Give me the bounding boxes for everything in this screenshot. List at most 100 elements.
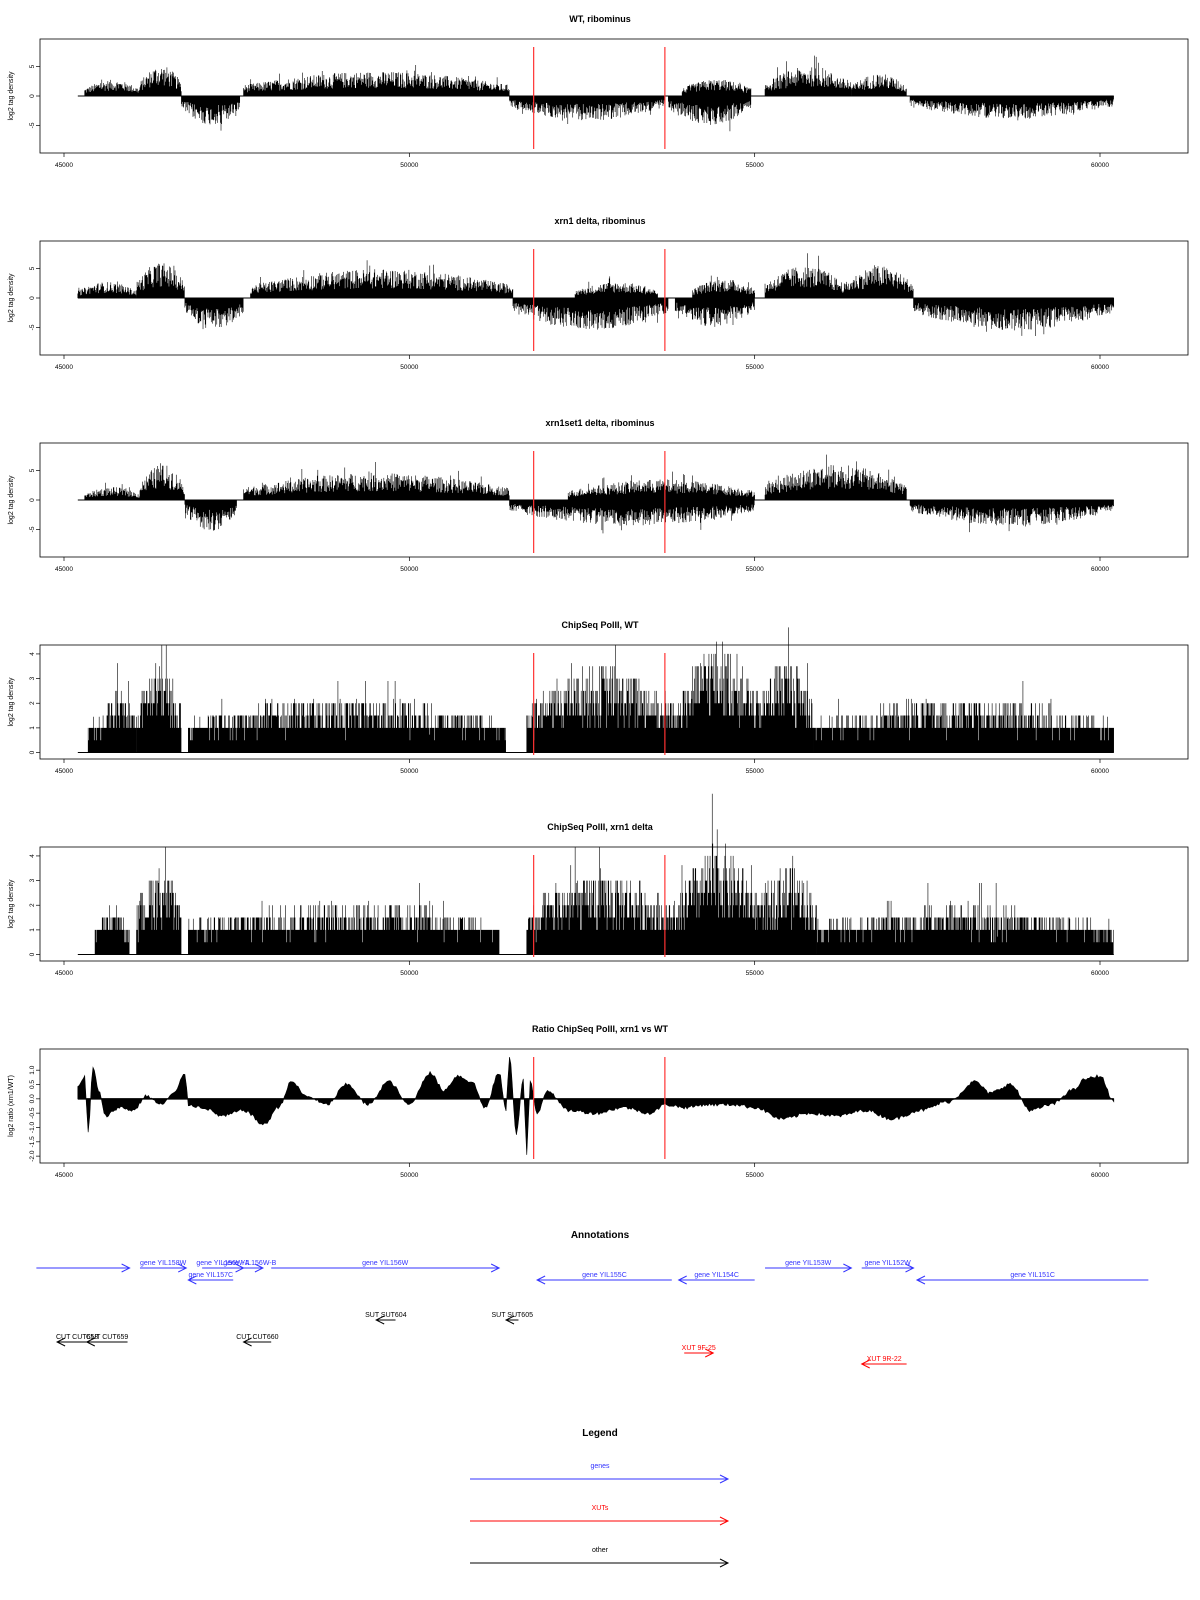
bar-segment [678, 641, 759, 753]
arrow-head [535, 1275, 546, 1285]
y-tick-label: 1 [29, 726, 36, 730]
y-tick-label: 0 [29, 296, 36, 300]
bar-segment [77, 281, 137, 298]
feature-label: CUT CUT660 [236, 1334, 278, 1341]
x-tick-label: 50000 [400, 162, 418, 169]
bar-segment [188, 883, 500, 955]
legend-arrow-other [470, 1558, 730, 1568]
gene-feature: gene YIL154C [677, 1272, 755, 1285]
gene-feature: gene YIL155C [535, 1272, 672, 1285]
bar [851, 74, 907, 96]
y-tick-label: 3 [29, 878, 36, 882]
bar-segment [674, 298, 755, 327]
bar [139, 463, 185, 500]
bar [678, 793, 759, 955]
arrow-head [254, 1263, 265, 1273]
legend-label-other: other [592, 1547, 609, 1554]
bar-segment [692, 275, 755, 298]
y-tick-label: -1.5 [29, 1136, 36, 1148]
bar [139, 67, 182, 96]
bar [509, 500, 755, 534]
feature-label: CUT CUT658 [56, 1334, 98, 1341]
track-panel: xrn1set1 delta, ribominus log2 tag densit… [8, 418, 1189, 573]
bar [678, 641, 759, 753]
x-tick-label: 55000 [746, 162, 764, 169]
y-tick-label: 2 [29, 903, 36, 907]
x-tick-label: 50000 [400, 566, 418, 573]
feature-label: gene YIL156W-B [223, 1260, 276, 1267]
bar-segment [188, 681, 506, 753]
bar [184, 298, 244, 330]
legend-label-xuts: XUTs [592, 1505, 609, 1512]
arrow-head [85, 1337, 96, 1347]
bar [574, 276, 658, 298]
gene-feature [36, 1263, 131, 1273]
x-tick-label: 50000 [400, 970, 418, 977]
xut-feature: XUT 9R-22 [860, 1356, 907, 1369]
plot-frame [39, 644, 1189, 760]
panel-title: xrn1set1 delta, ribominus [545, 418, 654, 428]
x-tick-label: 50000 [400, 1172, 418, 1179]
bar [913, 298, 1115, 336]
other-feature: CUT CUT659 [85, 1334, 128, 1347]
feature-label: XUT 9F-25 [682, 1345, 716, 1352]
y-tick-label: -0.5 [29, 1107, 36, 1119]
y-tick-label: 0 [29, 94, 36, 98]
bar [94, 905, 130, 955]
y-axis-label: log2 tag density [8, 475, 15, 525]
bar-segment [243, 65, 510, 96]
arrow-head [705, 1348, 715, 1358]
bar [757, 627, 814, 753]
bar-segment [678, 793, 759, 955]
feature-label: CUT CUT659 [86, 1334, 128, 1341]
x-tick-label: 50000 [400, 364, 418, 371]
bar-segment [813, 681, 1114, 753]
gene-feature: gene YIL156W [271, 1260, 501, 1273]
y-axis-label: log2 tag density [8, 677, 15, 727]
bar-segment [757, 855, 817, 955]
bar [136, 263, 185, 298]
y-axis-label: log2 tag density [8, 273, 15, 323]
bar-segment [764, 253, 845, 298]
y-tick-label: -5 [29, 122, 36, 128]
bar [567, 471, 755, 500]
bar-segment [136, 645, 182, 753]
bar [764, 55, 852, 96]
plot-frame [39, 1048, 1189, 1164]
bar [909, 500, 1114, 533]
track-panel: ChipSeq PolII, xrn1 delta log2 tag densit… [8, 793, 1189, 977]
bar-segment [509, 500, 755, 534]
bar-segment [913, 298, 1115, 336]
panel-title: ChipSeq PolII, WT [562, 620, 639, 630]
bar [184, 500, 237, 531]
bar [674, 298, 755, 327]
y-axis-label: log2 tag density [8, 71, 15, 121]
xut-feature: XUT 9F-25 [682, 1345, 716, 1358]
bar-segment [87, 716, 103, 753]
bar-segment [84, 79, 141, 96]
feature-label: SUT SUT605 [491, 1312, 533, 1319]
bar-segment [851, 74, 907, 96]
arrow-head [187, 1275, 197, 1285]
bar-segment [136, 263, 185, 298]
bar-segment [567, 471, 755, 500]
bar [243, 65, 510, 96]
bar [136, 645, 182, 753]
y-tick-label: -5 [29, 526, 36, 532]
bar [681, 80, 752, 96]
bar-segment [184, 500, 237, 531]
bar-segment [94, 905, 130, 955]
bar [77, 281, 137, 298]
x-tick-label: 45000 [55, 566, 73, 573]
bar [816, 883, 1114, 955]
arrow-head [905, 1263, 915, 1273]
y-tick-label: 5 [29, 266, 36, 270]
bar [512, 298, 669, 330]
panel-title: Ratio ChipSeq PolII, xrn1 vs WT [532, 1024, 669, 1034]
feature-label: gene YIL153W [785, 1260, 832, 1267]
arrow-head [375, 1315, 385, 1325]
